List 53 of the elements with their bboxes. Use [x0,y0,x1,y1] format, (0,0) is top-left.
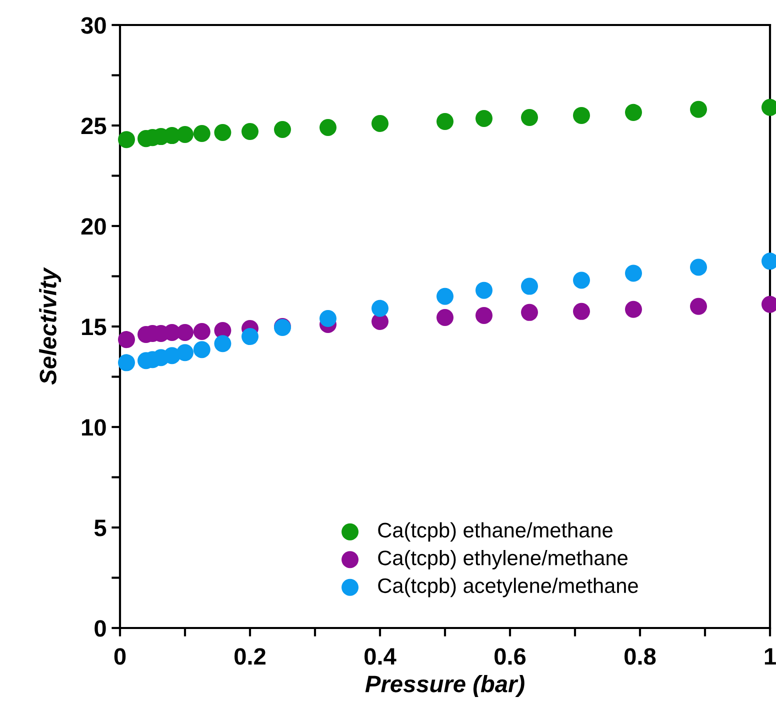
point [520,278,538,295]
point [193,125,210,142]
y-tick-label: 5 [94,520,106,536]
point [319,119,337,136]
point [436,308,454,326]
point [475,282,493,299]
x-tick-label: 0.4 [364,648,396,665]
y-tick-label: 15 [82,318,106,336]
point [572,302,590,320]
x-tick-label: 1 [764,648,776,665]
point [371,114,389,132]
point [319,310,337,327]
point [690,258,708,276]
x-tick-label: 0 [114,648,126,665]
point [475,306,493,324]
legend-label: Ca(tcpb) ethylene/methane [378,550,628,570]
legend-label: Ca(tcpb) acetylene/methane [378,578,638,598]
point [572,272,590,289]
point [241,123,259,140]
x-tick-label: 0.2 [234,648,266,665]
point [436,288,454,305]
point [624,104,642,121]
x-tick-label: 0.6 [494,648,526,665]
point [520,108,538,126]
y-tick-label: 20 [81,218,106,235]
y-axis-title: Selectivity [39,267,62,385]
point [274,121,292,138]
point [371,300,389,317]
legend-label: Ca(tcpb) ethane/methane [378,522,612,542]
point [118,354,136,372]
y-tick-label: 30 [81,17,106,34]
point [690,100,708,118]
point [690,298,708,315]
point [193,341,210,358]
x-axis-title: Pressure (bar) [365,675,524,698]
point [475,110,493,127]
point [520,304,538,321]
point [176,126,194,144]
point [214,124,232,142]
point [572,106,590,124]
point [118,131,136,148]
y-tick-label: 0 [94,620,106,637]
point [193,323,210,340]
point [436,112,454,130]
x-tick-label: 0.8 [624,648,656,665]
point [118,331,136,348]
point [214,335,232,352]
point [241,328,259,346]
y-tick-label: 10 [82,419,106,436]
y-tick-label: 25 [81,118,106,134]
point [624,300,642,318]
point [176,344,194,362]
point [624,264,642,282]
